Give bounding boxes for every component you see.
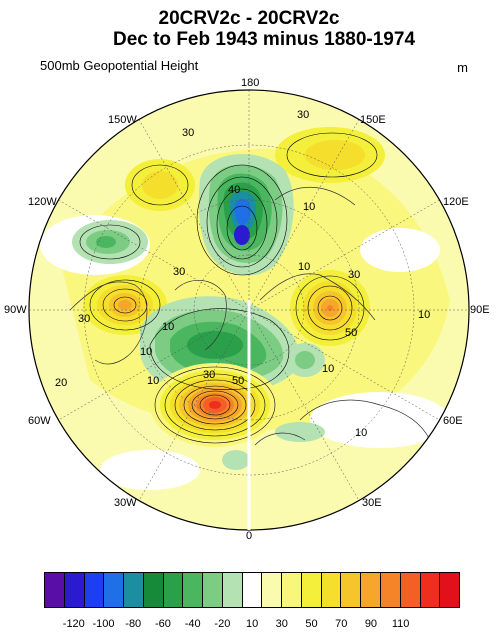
contour-label: 10 bbox=[322, 363, 334, 375]
colorbar-swatch bbox=[203, 573, 223, 607]
colorbar-swatch bbox=[143, 573, 164, 607]
contour-label: 10 bbox=[355, 427, 367, 439]
colorbar-label: -120 bbox=[62, 618, 85, 630]
colorbar-swatch bbox=[400, 573, 421, 607]
contour-label: 50 bbox=[232, 375, 244, 387]
lon-label-30w: 30W bbox=[114, 497, 137, 509]
colorbar-label: 70 bbox=[335, 618, 348, 630]
contour-label: 30 bbox=[173, 266, 185, 278]
colorbar-swatch bbox=[301, 573, 322, 607]
contour-label: 30 bbox=[182, 127, 194, 139]
contour-label: 10 bbox=[162, 321, 174, 333]
colorbar-label: -100 bbox=[92, 618, 115, 630]
contour-label: 10 bbox=[418, 309, 430, 321]
colorbar-swatch bbox=[341, 573, 362, 607]
contour-label: 30 bbox=[348, 269, 360, 281]
map-title-line2: Dec to Feb 1943 minus 1880-1974 bbox=[112, 29, 416, 50]
variable-label: 500mb Geopotential Height bbox=[40, 58, 199, 73]
colorbar-swatch bbox=[163, 573, 184, 607]
lon-label-180: 180 bbox=[241, 77, 260, 89]
colorbar-swatch bbox=[361, 573, 382, 607]
contour-label: 10 bbox=[298, 261, 310, 273]
lon-label-90w: 90W bbox=[4, 304, 27, 316]
lon-label-0: 0 bbox=[246, 530, 253, 542]
colorbar-swatch bbox=[64, 573, 85, 607]
colorbar-label: -60 bbox=[154, 618, 171, 630]
lon-label-150e: 150E bbox=[360, 114, 386, 126]
colorbar-swatch bbox=[45, 573, 65, 607]
colorbar-swatch bbox=[183, 573, 204, 607]
lon-label-30e: 30E bbox=[362, 497, 382, 509]
colorbar-label: -40 bbox=[184, 618, 201, 630]
colorbar-label: 30 bbox=[275, 618, 288, 630]
map-title-line1: 20CRV2c - 20CRV2c bbox=[158, 8, 340, 29]
colorbar bbox=[44, 572, 460, 608]
lon-label-60w: 60W bbox=[28, 415, 51, 427]
colorbar-label: -20 bbox=[214, 618, 231, 630]
colorbar-swatch bbox=[104, 573, 125, 607]
contour-label: 40 bbox=[228, 184, 240, 196]
colorbar-swatch bbox=[420, 573, 441, 607]
lon-label-120w: 120W bbox=[28, 196, 57, 208]
contour-label: 20 bbox=[55, 377, 67, 389]
colorbar-swatch bbox=[124, 573, 144, 607]
colorbar-swatch bbox=[282, 573, 302, 607]
contour-label: 10 bbox=[140, 346, 152, 358]
contour-label: 10 bbox=[147, 375, 159, 387]
units-label: m bbox=[457, 60, 468, 75]
colorbar-label: 50 bbox=[305, 618, 318, 630]
contour-label: 30 bbox=[297, 109, 309, 121]
colorbar-swatch bbox=[242, 573, 263, 607]
colorbar-swatch bbox=[321, 573, 342, 607]
colorbar-label: 90 bbox=[364, 618, 378, 630]
colorbar-label: 110 bbox=[391, 618, 410, 630]
colorbar-label: -80 bbox=[125, 618, 142, 630]
lon-label-60e: 60E bbox=[443, 415, 463, 427]
contour-label: 30 bbox=[78, 313, 90, 325]
colorbar-swatch bbox=[222, 573, 243, 607]
colorbar-swatch bbox=[381, 573, 401, 607]
colorbar-labels: -120 -100 -80 -60 -40 -20 10 30 50 70 90 110 bbox=[44, 618, 460, 634]
colorbar-swatch bbox=[84, 573, 105, 607]
lon-label-90e: 90E bbox=[470, 304, 490, 316]
colorbar-swatch bbox=[262, 573, 283, 607]
colorbar-label: 10 bbox=[245, 618, 259, 630]
contour-label: 10 bbox=[303, 201, 315, 213]
lon-label-120e: 120E bbox=[443, 196, 469, 208]
lon-label-150w: 150W bbox=[108, 114, 137, 126]
contour-label: 30 bbox=[203, 369, 215, 381]
contour-label: 50 bbox=[345, 327, 357, 339]
colorbar-swatch bbox=[440, 573, 460, 607]
